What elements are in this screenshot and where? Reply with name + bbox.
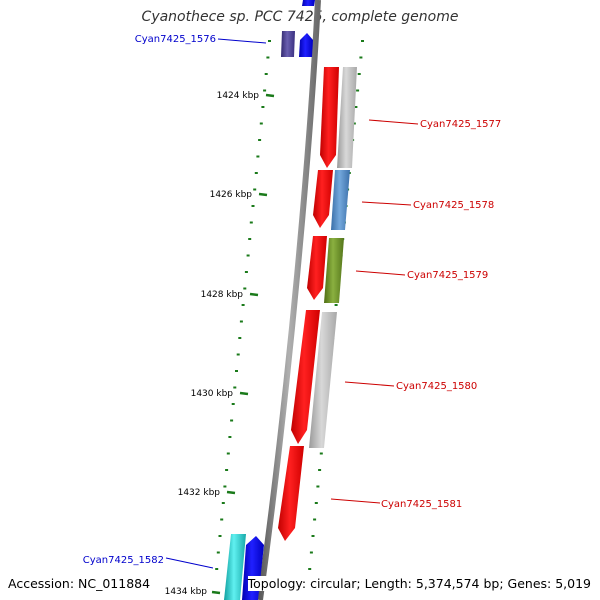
tick-dot [216,551,220,554]
tick-dot [243,287,247,290]
gene-label[interactable]: Cyan7425_1578 [413,200,494,211]
tick-dot [268,40,271,42]
gene-label[interactable]: Cyan7425_1576 [135,34,216,45]
gene-cyan7425-1580[interactable]: Cyan7425_1580 [291,310,477,448]
tick-1430: 1430 kbp [191,389,249,399]
gene-arrow [299,33,313,57]
annotation-box [309,312,337,448]
tick-dot [357,73,361,75]
tick-dot [352,122,356,125]
tick-dot [241,304,245,306]
annotation-box [224,534,246,600]
tick-1434: 1434 kbp [165,587,221,597]
tick-dot [258,139,262,141]
gene-cyan7425-1576[interactable]: Cyan7425_1576 [135,31,313,57]
tick-label: 1434 kbp [165,587,208,597]
tick-dot [253,188,257,191]
tick-dot [261,106,265,108]
tick-dot [218,535,222,537]
tick-dot [239,320,243,323]
genome-title: Cyanothece sp. PCC 7425, complete genome [141,9,459,25]
topology-text: Topology: circular; Length: 5,374,574 bp… [247,576,591,591]
tick-dot [334,304,338,306]
gene-label[interactable]: Cyan7425_1580 [396,381,477,392]
gene-label[interactable]: Cyan7425_1582 [83,555,164,566]
tick-dot [220,518,224,521]
tick-1426: 1426 kbp [210,190,268,200]
tick-dot [251,205,255,207]
tick-dot [313,518,317,521]
tick-dot [223,485,227,488]
tick-dot [226,452,230,455]
gene-cyan7425-1579[interactable]: Cyan7425_1579 [307,236,488,303]
annotation-box [331,170,350,230]
tick-1432: 1432 kbp [178,488,236,498]
gene-arrow [320,67,339,168]
tick-dot [231,403,235,405]
tick-dot [249,221,253,224]
tick-dot [263,89,267,92]
accession-text: Accession: NC_011884 [8,576,151,591]
tick-dot [308,568,312,570]
tick-dot [314,502,318,504]
tick-dot [254,172,258,174]
gene-arrow [278,446,304,541]
tick-dot [233,386,237,389]
tick-dot [228,436,232,438]
gene-cyan7425-1577[interactable]: Cyan7425_1577 [320,67,501,168]
tick-dot [215,568,219,570]
tick-label: 1430 kbp [191,389,234,399]
tick-dot [244,271,248,273]
tick-dot [236,353,240,356]
tick-dot [256,155,260,158]
gene-label[interactable]: Cyan7425_1581 [381,499,462,510]
gene-arrow [307,236,327,300]
tick-dot [238,337,242,339]
tick-dot [309,551,313,554]
tick-dot [230,419,234,422]
gene-arrow-top-fragment[interactable] [302,0,315,6]
tick-dot [264,73,268,75]
genome-backbone [257,0,321,600]
annotation-box [324,238,344,303]
annotation-box [281,31,295,57]
tick-1424: 1424 kbp [217,91,275,101]
gene-cyan7425-1582[interactable]: Cyan7425_1582 [83,534,264,600]
tick-dot [356,89,360,92]
tick-dot [361,40,364,42]
tick-dot [319,452,323,455]
annotation-box [337,67,357,168]
tick-dot [259,122,263,125]
tick-label: 1426 kbp [210,190,253,200]
tick-label: 1428 kbp [201,290,244,300]
tick-dot [266,56,270,59]
tick-dot [354,106,358,108]
tick-dot [359,56,363,59]
tick-dot [248,238,252,240]
tick-dot [235,370,238,372]
tick-label: 1424 kbp [217,91,260,101]
gene-cyan7425-1578[interactable]: Cyan7425_1578 [313,170,494,230]
tick-dot [221,502,225,504]
gene-cyan7425-1581[interactable]: Cyan7425_1581 [278,446,462,541]
gene-label[interactable]: Cyan7425_1579 [407,270,488,281]
tick-dot [225,469,229,471]
tick-label: 1432 kbp [178,488,221,498]
tick-dot [316,485,320,488]
tick-dot [246,254,250,257]
gene-arrow [291,310,320,444]
gene-label[interactable]: Cyan7425_1577 [420,119,501,130]
tick-dot [318,469,322,471]
gene-arrow [313,170,333,228]
tick-1428: 1428 kbp [201,290,259,300]
tick-dot [311,535,315,537]
